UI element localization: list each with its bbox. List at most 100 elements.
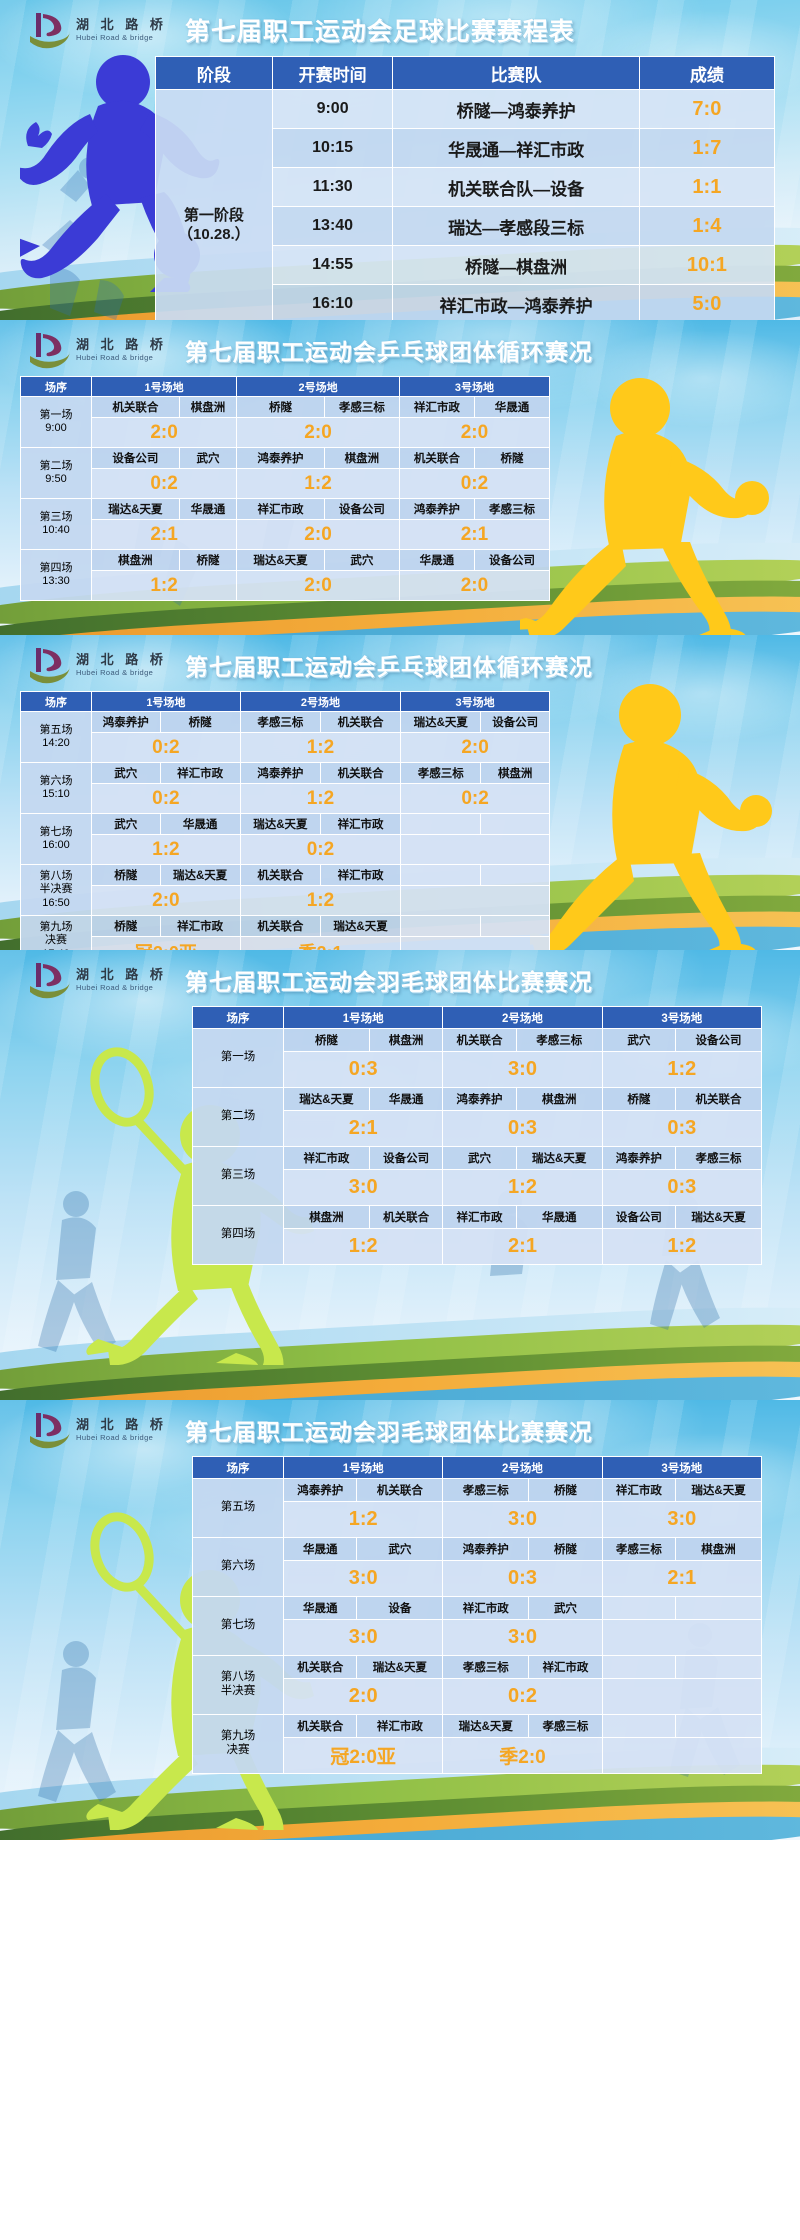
tabletennis-results-table-2: 场序 1号场地 2号场地 3号场地 第五场 14:20 鸿泰养护 桥隧 孝感三标 机关联合 瑞达&天… bbox=[20, 691, 550, 950]
col-court-2: 2号场地 bbox=[239, 691, 402, 712]
badminton-results-table-1: 场序 1号场地 2号场地 3号场地 第一场 桥隧 棋盘洲 机关联合 孝感三标 武穴 设备公司 0:3 3… bbox=[192, 1006, 763, 1265]
match-order-cell: 第六场 15:10 bbox=[20, 762, 92, 814]
match-score: 0:3 bbox=[601, 1169, 763, 1206]
match-score: 3:0 bbox=[442, 1619, 603, 1656]
match-score: 2:0 bbox=[398, 570, 551, 601]
match-score: 冠2:0亚 bbox=[282, 1737, 444, 1774]
match-order: 第八场 bbox=[220, 1671, 256, 1684]
team-name: 孝感三标 bbox=[515, 1028, 603, 1052]
team-name: 机关联合 bbox=[442, 1028, 517, 1052]
brand-logo: 湖 北 路 桥 Hubei Road & bridge bbox=[28, 10, 167, 50]
empty-cell bbox=[400, 834, 550, 865]
match-time: 16:00 bbox=[42, 839, 70, 851]
team-name: 武穴 bbox=[178, 447, 238, 469]
team-name: 瑞达&天夏 bbox=[675, 1478, 762, 1502]
match-time: 14:55 bbox=[271, 245, 394, 285]
team-name: 华晟通 bbox=[178, 498, 238, 520]
team-name: 武穴 bbox=[91, 813, 161, 835]
logo-text-cn: 湖 北 路 桥 bbox=[76, 652, 167, 668]
team-name: 祥汇市政 bbox=[159, 915, 241, 937]
match-score: 5:0 bbox=[638, 284, 776, 320]
stage-date: （10.28.） bbox=[178, 226, 250, 243]
logo-text-en: Hubei Road & bridge bbox=[76, 33, 154, 43]
table-row-scores: 2:1 2:0 2:1 bbox=[21, 519, 551, 550]
col-court-2: 2号场地 bbox=[442, 1456, 603, 1479]
table-row: 第一场 9:00 机关联合 棋盘洲 桥隧 孝感三标 祥汇市政 华晟通 bbox=[20, 396, 551, 448]
match-order-cell: 第四场 bbox=[192, 1205, 284, 1265]
table-row: 第七场 16:00 武穴 华晟通 瑞达&天夏 祥汇市政 bbox=[20, 813, 550, 865]
empty-cell bbox=[480, 864, 550, 886]
team-name: 孝感三标 bbox=[442, 1655, 530, 1679]
team-name: 桥隧 bbox=[236, 396, 325, 418]
team-name: 武穴 bbox=[528, 1596, 603, 1620]
match-order-cell: 第五场 14:20 bbox=[20, 711, 92, 763]
match-score: 0:2 bbox=[91, 732, 241, 763]
match-score: 1:2 bbox=[601, 1051, 763, 1088]
table-row: 10:15 华晟通—祥汇市政 1:7 bbox=[156, 128, 776, 168]
match-stage: 半决赛 bbox=[220, 1685, 256, 1697]
team-name: 设备 bbox=[356, 1596, 444, 1620]
logo-mark-icon bbox=[30, 963, 70, 999]
match-time: 16:10 bbox=[271, 284, 394, 320]
team-name: 设备公司 bbox=[473, 549, 551, 571]
empty-cell bbox=[480, 813, 550, 835]
empty-cell bbox=[601, 1619, 763, 1656]
brand-logo: 湖 北 路 桥 Hubei Road & bridge bbox=[28, 330, 167, 370]
col-order: 场序 bbox=[20, 691, 92, 712]
team-name: 桥隧 bbox=[601, 1087, 677, 1111]
match-score: 2:0 bbox=[236, 570, 400, 601]
team-name: 鸿泰养护 bbox=[239, 762, 321, 784]
team-name: 桥隧 bbox=[159, 711, 241, 733]
panel-header: 湖 北 路 桥 Hubei Road & bridge 第七届职工运动会羽毛球团… bbox=[0, 1400, 800, 1456]
team-name: 武穴 bbox=[323, 549, 400, 571]
team-name: 华晟通 bbox=[159, 813, 241, 835]
table-row: 第九场 决赛 机关联合 祥汇市政 瑞达&天夏 孝感三标 bbox=[192, 1714, 762, 1774]
match-score: 3:0 bbox=[282, 1619, 444, 1656]
match-time: 14:20 bbox=[42, 737, 70, 749]
logo-text-en: Hubei Road & bridge bbox=[76, 1433, 154, 1443]
table-row: 第四场 棋盘洲 机关联合 祥汇市政 华晟通 设备公司 瑞达&天夏 bbox=[192, 1205, 762, 1265]
logo-mark-icon bbox=[30, 648, 70, 684]
table-row: 第二场 瑞达&天夏 华晟通 鸿泰养护 棋盘洲 桥隧 机关联合 bbox=[192, 1087, 762, 1147]
team-name: 棋盘洲 bbox=[178, 396, 238, 418]
match-order-cell: 第七场 bbox=[192, 1596, 284, 1656]
match-score: 0:2 bbox=[400, 783, 550, 814]
empty-cell bbox=[601, 1737, 763, 1774]
match-time: 13:40 bbox=[271, 206, 394, 246]
table-row: 第七场 华晟通 设备 祥汇市政 武穴 bbox=[192, 1596, 762, 1656]
team-name: 鸿泰养护 bbox=[442, 1087, 517, 1111]
match-order-cell: 第三场 bbox=[192, 1146, 284, 1206]
match-order-cell: 第九场决赛17:40 bbox=[20, 915, 92, 950]
empty-cell bbox=[400, 864, 482, 886]
match-score: 1:2 bbox=[442, 1169, 603, 1206]
team-name: 瑞达&天夏 bbox=[675, 1205, 762, 1229]
team-name: 武穴 bbox=[356, 1537, 444, 1561]
match-score: 1:4 bbox=[638, 206, 776, 246]
team-name: 瑞达&天夏 bbox=[91, 498, 180, 520]
panel-title: 第七届职工运动会乒乓球团体循环赛况 bbox=[184, 654, 593, 680]
table-row-scores: 1:2 0:2 bbox=[21, 834, 550, 865]
logo-mark-icon bbox=[30, 13, 70, 49]
match-score: 2:1 bbox=[442, 1228, 603, 1265]
table-header-row: 场序 1号场地 2号场地 3号场地 bbox=[192, 1456, 763, 1479]
col-teams: 比赛队 bbox=[392, 56, 640, 90]
stage-label: 第一阶段 bbox=[183, 207, 244, 225]
team-name: 棋盘洲 bbox=[515, 1087, 603, 1111]
match-order: 第一场 bbox=[220, 1051, 256, 1064]
match-order: 第一场 bbox=[39, 408, 73, 421]
table-row: 第四场 13:30 棋盘洲 桥隧 瑞达&天夏 武穴 华晟通 设备公司 bbox=[20, 549, 551, 601]
match-time: 17:40 bbox=[22, 948, 90, 950]
empty-cell bbox=[601, 1678, 763, 1715]
team-name: 设备公司 bbox=[480, 711, 550, 733]
table-header-row: 场序 1号场地 2号场地 3号场地 bbox=[192, 1006, 763, 1029]
match-time: 15:10 bbox=[42, 788, 70, 800]
table-row-scores: 冠2:0亚 季2:0 bbox=[193, 1737, 763, 1774]
team-name: 祥汇市政 bbox=[283, 1146, 370, 1170]
logo-mark-icon bbox=[30, 1413, 70, 1449]
panel-header: 湖 北 路 桥 Hubei Road & bridge 第七届职工运动会羽毛球团… bbox=[0, 950, 800, 1006]
team-name: 瑞达&天夏 bbox=[400, 711, 482, 733]
team-name: 孝感三标 bbox=[442, 1478, 530, 1502]
panel-title: 第七届职工运动会乒乓球团体循环赛况 bbox=[184, 339, 593, 365]
match-time: 9:50 bbox=[45, 473, 67, 485]
match-time: 9:00 bbox=[271, 89, 394, 129]
